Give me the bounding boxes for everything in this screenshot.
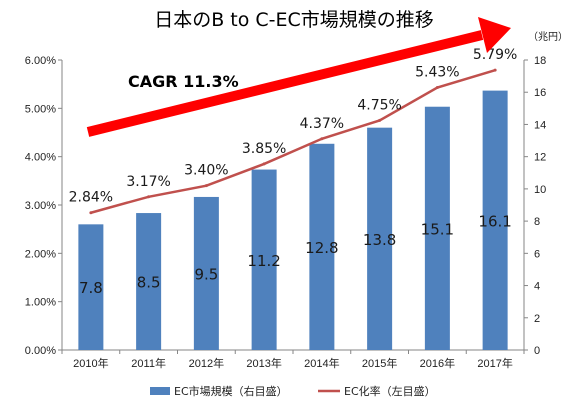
bar [136,213,162,350]
x-axis-tick-label: 2016年 [420,356,455,370]
ec-rate-label: 4.75% [357,97,401,113]
bar-value-label: 16.1 [478,212,511,230]
ec-rate-label: 4.37% [300,116,344,132]
x-axis-tick-label: 2013年 [246,356,281,370]
bar-value-label: 12.8 [305,239,338,257]
axes: 0.00% 1.00% 2.00% 3.00% 4.00% 5.00% 6.00% 0 2 4 6 8… [25,55,546,370]
bar-value-label: 8.5 [137,274,161,292]
ec-rate-label: 3.85% [242,141,286,157]
bar [193,196,219,350]
growth-arrow-shaft [86,30,484,137]
legend-label-line: EC化率（左目盛） [344,384,436,398]
right-axis-tick-label: 14 [534,119,546,131]
right-axis-tick-label: 8 [534,216,540,228]
ec-rate-point [378,118,382,122]
bar [251,169,277,350]
right-axis-tick-label: 6 [534,248,540,260]
left-axis-tick-label: 0.00% [25,345,56,357]
right-axis-tick-label: 16 [534,87,546,99]
left-axis-tick-label: 4.00% [25,152,56,164]
ec-rate-line-path [90,68,496,214]
bar-value-label: 9.5 [194,265,218,283]
x-axis-tick-label: 2010年 [73,356,108,370]
ec-rate-line [89,68,497,215]
left-axis-tick-label: 1.00% [25,297,56,309]
left-axis-tick-label: 5.00% [25,103,56,115]
data-labels: 7.8 8.5 9.5 11.2 12.8 13.8 15.1 16.1 2.84% 3.17% 3… [69,47,518,297]
x-axis-tick-label: 2011年 [131,356,166,370]
ec-rate-label: 5.43% [415,65,459,81]
ec-rate-point [89,211,93,215]
bar-value-label: 11.2 [247,252,280,270]
x-axis-tick-label: 2015年 [362,356,397,370]
bar [424,106,450,350]
ec-rate-point [493,68,497,72]
bar [367,127,393,351]
growth-arrow [86,17,511,137]
growth-arrow-head [478,17,511,53]
ec-rate-label: 3.17% [126,174,170,190]
ec-rate-point [435,86,439,90]
right-axis-tick-label: 18 [534,55,546,67]
right-axis-unit: （兆円） [528,31,568,43]
right-axis-tick-label: 10 [534,184,546,196]
ec-rate-point [147,195,151,199]
bar-value-label: 7.8 [79,279,103,297]
left-axis-tick-label: 3.00% [25,200,56,212]
bar-value-label: 15.1 [421,220,454,238]
left-axis-tick-label: 6.00% [25,55,56,67]
bars [78,90,508,351]
right-axis-tick-label: 12 [534,152,546,164]
ec-rate-label: 3.40% [184,163,228,179]
cagr-annotation: CAGR 11.3% [128,72,239,91]
legend: EC市場規模（右目盛） EC化率（左目盛） [150,384,436,398]
bar [78,224,104,350]
x-axis-tick-label: 2017年 [477,356,512,370]
bar-value-label: 13.8 [363,231,396,249]
ec-rate-point [262,162,266,166]
ec-rate-label: 5.79% [473,47,517,63]
ec-rate-label: 2.84% [69,190,113,206]
right-axis-tick-label: 0 [534,345,540,357]
ec-rate-point [320,137,324,141]
legend-swatch-bar [150,387,170,395]
x-axis-tick-label: 2012年 [189,356,224,370]
right-axis-tick-label: 4 [534,281,540,293]
right-axis-tick-label: 2 [534,313,540,325]
legend-label-bar: EC市場規模（右目盛） [174,384,288,398]
left-axis-tick-label: 2.00% [25,248,56,260]
bar [482,90,508,350]
x-axis-tick-label: 2014年 [304,356,339,370]
ec-rate-point [204,184,208,188]
chart-title: 日本のB to C-EC市場規模の推移 [154,9,434,31]
bar [309,143,335,350]
